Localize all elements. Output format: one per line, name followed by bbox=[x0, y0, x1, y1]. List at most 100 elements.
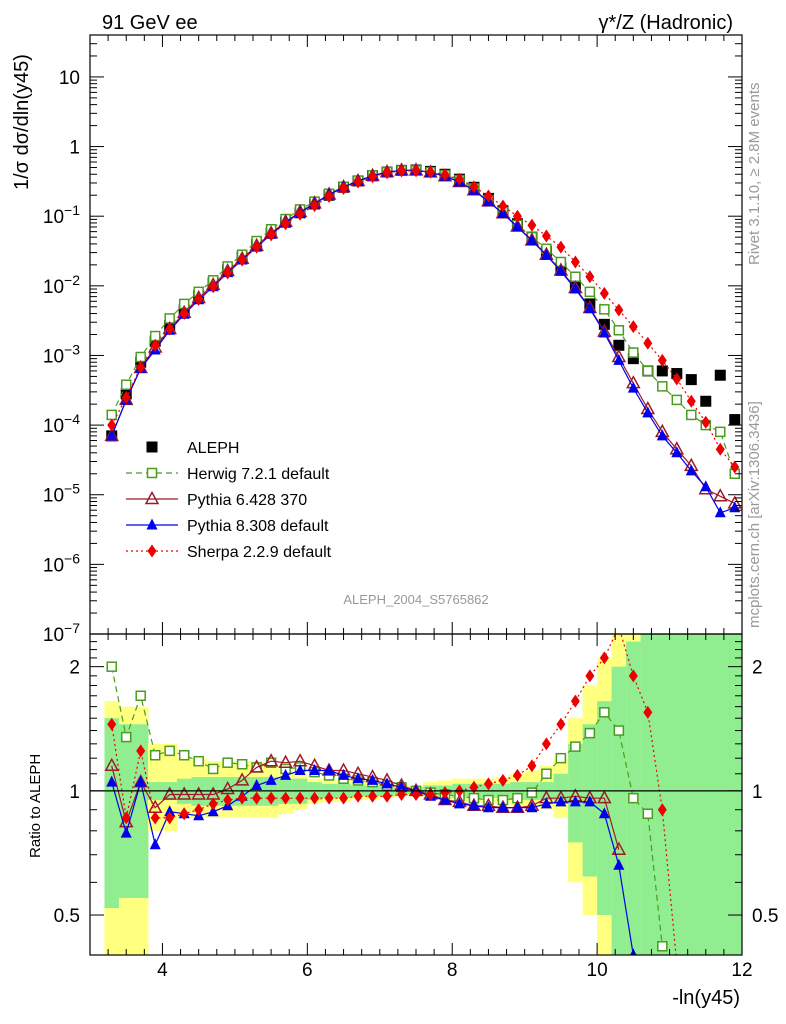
legend-label-pythia8: Pythia 8.308 default bbox=[187, 518, 329, 535]
data-point-data bbox=[627, 353, 639, 365]
uncertainty-band-inner bbox=[713, 634, 729, 955]
data-point-herwig bbox=[642, 365, 654, 377]
uncertainty-band-inner bbox=[118, 724, 134, 898]
data-point-herwig bbox=[570, 271, 581, 283]
data-point-sherpa bbox=[194, 292, 204, 306]
energy-label: 91 GeV ee bbox=[102, 12, 198, 34]
data-point-sherpa bbox=[643, 336, 653, 350]
ratio-point-sherpa bbox=[556, 717, 566, 731]
data-point-sherpa bbox=[469, 180, 479, 194]
data-point-sherpa bbox=[541, 229, 551, 243]
data-point-sherpa bbox=[686, 394, 696, 408]
ratio-point-pythia8 bbox=[135, 775, 147, 787]
process-label: γ*/Z (Hadronic) bbox=[599, 12, 733, 34]
data-point-sherpa bbox=[454, 172, 464, 186]
ratio-point-sherpa bbox=[498, 773, 508, 787]
ratio-point-pythia8 bbox=[106, 775, 118, 787]
data-point-pythia8 bbox=[569, 282, 581, 294]
data-point-herwig bbox=[686, 409, 697, 421]
series-line-pythia8 bbox=[111, 169, 735, 514]
data-point-pythia8 bbox=[584, 302, 596, 314]
data-point-sherpa bbox=[295, 207, 305, 221]
data-point-herwig bbox=[657, 381, 668, 392]
data-point-herwig bbox=[628, 347, 639, 358]
analysis-id-label: ALEPH_2004_S5765862 bbox=[343, 592, 488, 607]
data-point-pythia8 bbox=[497, 207, 509, 219]
ratio-point-pythia8 bbox=[482, 801, 494, 813]
data-point-sherpa bbox=[136, 360, 146, 374]
data-point-pythia8 bbox=[685, 464, 697, 476]
ratio-point-sherpa bbox=[440, 786, 450, 800]
ratio-point-pythia8 bbox=[367, 773, 379, 785]
ratio-point-sherpa bbox=[628, 669, 638, 683]
uncertainty-band-inner bbox=[727, 634, 743, 955]
legend-marker-pythia8 bbox=[146, 518, 158, 530]
ratio-point-sherpa bbox=[541, 737, 551, 751]
ratio-point-herwig bbox=[149, 749, 161, 761]
ratio-point-sherpa bbox=[527, 759, 537, 773]
ratio-point-pythia8 bbox=[613, 858, 625, 870]
ratio-y-tick-label-left: 1 bbox=[69, 782, 80, 803]
data-point-sherpa bbox=[310, 199, 320, 213]
uncertainty-band-inner bbox=[698, 634, 714, 955]
y-tick-label: 10−7 bbox=[43, 620, 80, 646]
ratio-point-pythia6 bbox=[611, 841, 627, 855]
series-sherpa bbox=[107, 164, 740, 474]
ratio-point-pythia6 bbox=[191, 786, 206, 800]
x-tick-label: 10 bbox=[587, 960, 608, 981]
y-tick-label: 10−6 bbox=[43, 550, 80, 576]
data-point-pythia8 bbox=[714, 506, 726, 518]
ratio-point-sherpa bbox=[252, 791, 262, 805]
data-point-data bbox=[656, 365, 668, 377]
ratio-y-tick-label-left: 0.5 bbox=[54, 906, 80, 927]
data-point-sherpa bbox=[483, 189, 493, 203]
ratio-point-pythia8 bbox=[497, 801, 509, 813]
mcplots-site-label: mcplots.cern.ch [arXiv:1306.3436] bbox=[746, 401, 763, 628]
ratio-point-herwig bbox=[120, 731, 132, 743]
legend-label-pythia6: Pythia 6.428 370 bbox=[187, 492, 307, 509]
ratio-point-pythia8 bbox=[584, 795, 596, 807]
data-point-herwig bbox=[120, 379, 132, 390]
data-point-sherpa bbox=[252, 240, 262, 254]
ratio-point-sherpa bbox=[281, 791, 291, 805]
ratio-point-herwig bbox=[178, 749, 190, 761]
data-point-sherpa bbox=[339, 181, 349, 195]
uncertainty-band-inner bbox=[553, 773, 569, 804]
data-point-sherpa bbox=[512, 209, 522, 223]
data-point-pythia8 bbox=[511, 220, 523, 232]
data-point-pythia8 bbox=[555, 264, 567, 276]
ratio-point-sherpa bbox=[150, 811, 160, 825]
y-tick-label: 10−2 bbox=[43, 272, 80, 298]
legend-entry-data: ALEPH bbox=[146, 440, 239, 457]
x-axis-label: -ln(y45) bbox=[672, 987, 740, 1009]
ratio-point-sherpa bbox=[657, 803, 667, 817]
data-point-sherpa bbox=[570, 255, 580, 269]
ratio-point-pythia6 bbox=[176, 786, 192, 800]
data-point-sherpa bbox=[657, 353, 667, 367]
ratio-point-herwig bbox=[657, 941, 668, 952]
ratio-point-pythia8 bbox=[453, 797, 465, 809]
data-point-herwig bbox=[599, 304, 610, 315]
ratio-point-sherpa bbox=[483, 777, 493, 791]
ratio-point-sherpa bbox=[643, 705, 653, 719]
ratio-point-herwig bbox=[164, 745, 175, 757]
data-point-sherpa bbox=[397, 164, 407, 178]
data-point-sherpa bbox=[266, 228, 276, 242]
ratio-point-pythia8 bbox=[164, 805, 176, 817]
data-point-pythia8 bbox=[627, 381, 639, 393]
uncertainty-band-inner bbox=[640, 634, 656, 955]
data-point-sherpa bbox=[237, 253, 247, 267]
ratio-point-herwig bbox=[541, 768, 552, 780]
ratio-point-sherpa bbox=[324, 791, 334, 805]
ratio-point-pythia8 bbox=[265, 773, 277, 785]
data-point-pythia8 bbox=[729, 501, 741, 513]
ratio-point-pythia8 bbox=[555, 795, 567, 807]
data-point-pythia8 bbox=[613, 353, 625, 365]
ratio-point-pythia8 bbox=[381, 777, 393, 789]
ratio-point-sherpa bbox=[339, 791, 349, 805]
data-point-data bbox=[729, 414, 741, 426]
ratio-point-sherpa bbox=[107, 717, 117, 731]
data-point-sherpa bbox=[425, 165, 435, 179]
uncertainty-band-inner bbox=[568, 743, 584, 843]
ratio-point-sherpa bbox=[570, 694, 580, 708]
